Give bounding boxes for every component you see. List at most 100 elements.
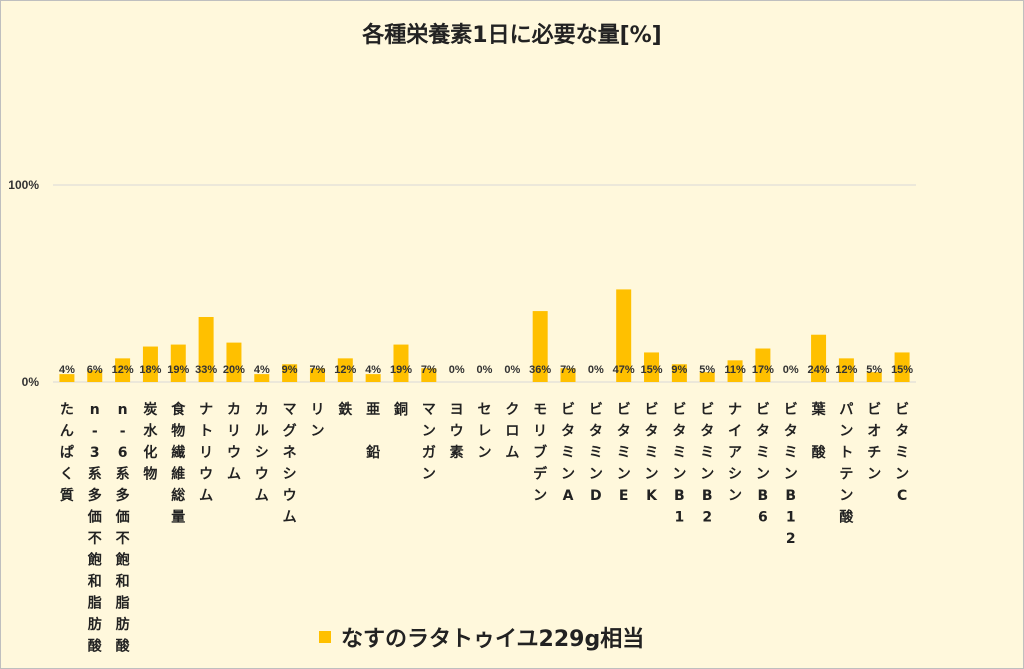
category-label-char: 価 xyxy=(115,509,130,526)
bar xyxy=(198,316,214,382)
category-label-char: ト xyxy=(199,424,213,440)
category-label-char: 葉 xyxy=(811,401,827,418)
data-label: 19% xyxy=(390,364,412,376)
category-label-char: た xyxy=(60,402,74,418)
y-tick-label: 0% xyxy=(22,375,40,389)
bar xyxy=(532,311,548,382)
data-label: 12% xyxy=(112,364,134,376)
category-label-char: テ xyxy=(839,467,853,483)
category-label-char: シ xyxy=(255,445,269,461)
data-label: 7% xyxy=(421,364,437,376)
category-label-char: 素 xyxy=(450,444,464,461)
category-label-char: 和 xyxy=(88,574,102,590)
category-label-char: ン xyxy=(839,488,853,504)
data-label: 0% xyxy=(477,364,493,376)
category-label-char: ミ xyxy=(672,445,686,461)
category-label-char: ン xyxy=(478,445,492,461)
category-label-char: A xyxy=(563,488,574,504)
category-label-char: 質 xyxy=(60,487,74,504)
category-label-char: タ xyxy=(672,424,686,440)
category-label-char: - xyxy=(92,424,98,440)
category-label-char: タ xyxy=(895,424,909,440)
category-label-char: シ xyxy=(283,467,297,483)
category-label-char: 6 xyxy=(118,445,128,461)
data-label: 4% xyxy=(254,364,270,376)
category-label-char: ん xyxy=(60,424,74,440)
category-label-char: E xyxy=(619,488,629,504)
category-label-char: 多 xyxy=(88,487,102,504)
bar xyxy=(560,368,576,382)
category-label-char: ウ xyxy=(283,488,297,504)
category-label-char: 価 xyxy=(87,509,102,526)
legend-label: なすのラタトゥイユ229g相当 xyxy=(341,627,645,652)
category-label-char: 化 xyxy=(143,444,157,461)
category-label-char: ビ xyxy=(784,402,798,418)
category-label-char: 亜 xyxy=(366,402,380,418)
data-label: 0% xyxy=(449,364,465,376)
category-label-char: 鉛 xyxy=(366,444,380,461)
category-label-char: ル xyxy=(255,424,269,440)
category-label-char: く xyxy=(60,467,74,483)
bar xyxy=(671,364,687,382)
legend-swatch xyxy=(319,631,331,643)
data-label: 12% xyxy=(334,364,356,376)
data-label: 9% xyxy=(671,364,687,376)
category-label-char: 飽 xyxy=(87,552,102,569)
category-label-char: ミ xyxy=(700,445,714,461)
bar xyxy=(254,374,270,382)
bar xyxy=(866,372,882,382)
category-label-char: ビ xyxy=(645,402,659,418)
category-label-char: D xyxy=(590,488,602,504)
category-label-char: 2 xyxy=(702,510,712,526)
category-label-char: ロ xyxy=(505,424,519,440)
bar xyxy=(421,368,437,382)
data-label: 18% xyxy=(139,364,161,376)
bar xyxy=(365,374,381,382)
category-label-char: ン xyxy=(533,488,547,504)
data-label: 19% xyxy=(167,364,189,376)
category-label-char: ウ xyxy=(255,467,269,483)
category-label-char: 不 xyxy=(116,531,130,547)
category-label-char: カ xyxy=(227,402,241,418)
category-label-char: ク xyxy=(505,402,519,418)
bar xyxy=(309,368,325,382)
category-label-char: 2 xyxy=(786,531,796,547)
category-label-char: ミ xyxy=(895,445,909,461)
category-label-char: ン xyxy=(700,467,714,483)
category-label-char: タ xyxy=(617,424,631,440)
category-label-char: オ xyxy=(867,424,881,440)
bar xyxy=(393,344,409,382)
bar xyxy=(644,352,660,382)
category-label-char: ミ xyxy=(561,445,575,461)
category-label-char: ン xyxy=(422,424,436,440)
category-label-char: 飽 xyxy=(115,552,130,569)
category-label-char: 食 xyxy=(171,401,186,418)
data-label: 0% xyxy=(504,364,520,376)
data-label: 7% xyxy=(560,364,576,376)
category-label-char: パ xyxy=(839,402,853,418)
category-label-char: タ xyxy=(589,424,603,440)
category-label-char: ビ xyxy=(700,402,714,418)
category-label-char: レ xyxy=(478,424,492,440)
category-label-char: マ xyxy=(422,402,436,418)
category-label-char: ウ xyxy=(199,467,213,483)
category-label-char: 総 xyxy=(171,487,185,504)
category-label-char: ミ xyxy=(784,445,798,461)
category-label-char: ウ xyxy=(227,445,241,461)
category-label-char: - xyxy=(120,424,126,440)
category-label-char: 銅 xyxy=(394,401,408,418)
category-label-char: 酸 xyxy=(116,638,131,655)
category-label-char: タ xyxy=(784,424,798,440)
category-label-char: 系 xyxy=(116,466,130,483)
category-label-char: ア xyxy=(728,445,742,461)
bar xyxy=(699,372,715,382)
category-label-char: タ xyxy=(700,424,714,440)
category-label-char: タ xyxy=(756,424,770,440)
data-label: 4% xyxy=(365,364,381,376)
category-label-char: リ xyxy=(199,445,213,461)
category-label-char: ム xyxy=(227,467,241,483)
bar xyxy=(616,289,632,382)
data-label: 47% xyxy=(613,364,635,376)
